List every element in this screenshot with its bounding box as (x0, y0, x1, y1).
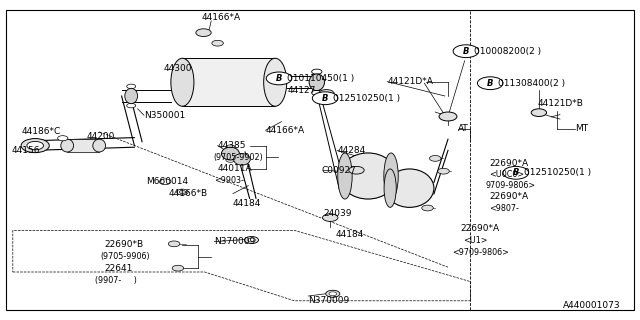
Circle shape (319, 90, 334, 97)
Text: C00927: C00927 (321, 166, 356, 175)
Text: 9709-9806>: 9709-9806> (485, 181, 535, 190)
Text: (9705-9902): (9705-9902) (214, 153, 264, 162)
Text: 44166*A: 44166*A (266, 126, 305, 135)
Text: <9903-: <9903- (214, 176, 244, 185)
Text: 44184: 44184 (336, 230, 364, 239)
Circle shape (244, 236, 259, 244)
Text: N350001: N350001 (144, 111, 185, 120)
Text: 44184: 44184 (233, 199, 261, 208)
Circle shape (326, 290, 340, 297)
Circle shape (226, 145, 235, 149)
Circle shape (127, 103, 136, 108)
Text: 22690*A: 22690*A (489, 159, 528, 168)
Text: B: B (276, 74, 282, 83)
Circle shape (177, 189, 188, 195)
Circle shape (248, 238, 255, 242)
Text: B: B (463, 47, 469, 56)
Circle shape (312, 92, 338, 105)
Text: 22641: 22641 (104, 264, 132, 273)
Text: <U1>: <U1> (463, 236, 488, 245)
Circle shape (422, 205, 433, 211)
Text: 011308400(2 ): 011308400(2 ) (498, 79, 565, 88)
Text: 012510250(1 ): 012510250(1 ) (524, 168, 591, 177)
Circle shape (477, 77, 503, 90)
Text: B: B (487, 79, 493, 88)
Bar (67, 139, 99, 152)
Circle shape (179, 190, 186, 194)
Text: B: B (322, 94, 328, 103)
Text: N370009: N370009 (308, 296, 349, 305)
Text: 010008200(2 ): 010008200(2 ) (474, 47, 541, 56)
Circle shape (212, 40, 223, 46)
Text: 44156: 44156 (12, 146, 40, 155)
Circle shape (226, 158, 235, 162)
Circle shape (438, 168, 449, 174)
Ellipse shape (384, 169, 396, 207)
Text: 010110450(1 ): 010110450(1 ) (287, 74, 355, 83)
Text: 44284: 44284 (337, 146, 365, 155)
Ellipse shape (338, 153, 352, 199)
Text: 44127: 44127 (287, 86, 316, 95)
Ellipse shape (264, 58, 287, 106)
Text: MT: MT (575, 124, 588, 133)
Circle shape (312, 69, 322, 74)
Circle shape (429, 156, 441, 161)
Circle shape (159, 179, 171, 185)
Text: 012510250(1 ): 012510250(1 ) (333, 94, 400, 103)
Ellipse shape (221, 147, 239, 160)
Circle shape (172, 265, 184, 271)
Text: A440001073: A440001073 (563, 301, 621, 310)
Text: <U0C0>: <U0C0> (489, 170, 524, 179)
Text: M660014: M660014 (146, 177, 188, 186)
Text: 44121D*A: 44121D*A (387, 77, 433, 86)
Circle shape (127, 84, 136, 89)
Text: 44011A: 44011A (218, 164, 252, 173)
Text: 44300: 44300 (163, 64, 192, 73)
Circle shape (266, 72, 292, 85)
Text: 44186*C: 44186*C (21, 127, 60, 136)
Text: 44166*A: 44166*A (202, 13, 241, 22)
Text: 22690*B: 22690*B (104, 240, 143, 249)
Text: N370009: N370009 (214, 237, 255, 246)
Circle shape (323, 214, 338, 221)
Circle shape (329, 292, 337, 296)
Ellipse shape (234, 154, 250, 165)
Circle shape (196, 29, 211, 36)
Circle shape (503, 166, 529, 179)
Ellipse shape (385, 169, 434, 207)
Text: 44166*B: 44166*B (168, 189, 207, 198)
Text: <9709-9806>: <9709-9806> (452, 248, 509, 257)
Text: <9807-: <9807- (489, 204, 519, 212)
Ellipse shape (339, 153, 397, 199)
Text: 22690*A: 22690*A (489, 192, 528, 201)
Text: 44200: 44200 (86, 132, 115, 140)
Ellipse shape (125, 88, 138, 104)
Ellipse shape (171, 58, 194, 106)
Circle shape (58, 136, 68, 141)
Circle shape (21, 139, 49, 153)
Circle shape (27, 141, 44, 150)
Text: AT: AT (458, 124, 468, 133)
Circle shape (349, 166, 364, 174)
Ellipse shape (61, 139, 74, 152)
Ellipse shape (309, 74, 324, 91)
Text: 22690*A: 22690*A (461, 224, 500, 233)
Text: 44121D*B: 44121D*B (538, 99, 584, 108)
Text: (9705-9906): (9705-9906) (100, 252, 150, 261)
Circle shape (453, 45, 479, 58)
Circle shape (531, 109, 547, 116)
Circle shape (439, 112, 457, 121)
Text: 24039: 24039 (324, 209, 353, 218)
Text: B: B (513, 168, 519, 177)
Text: (9907-     ): (9907- ) (95, 276, 136, 284)
Ellipse shape (93, 139, 106, 152)
Circle shape (168, 241, 180, 247)
Ellipse shape (384, 153, 398, 199)
Circle shape (312, 90, 322, 95)
Text: 44385: 44385 (218, 141, 246, 150)
Bar (182, 58, 275, 106)
